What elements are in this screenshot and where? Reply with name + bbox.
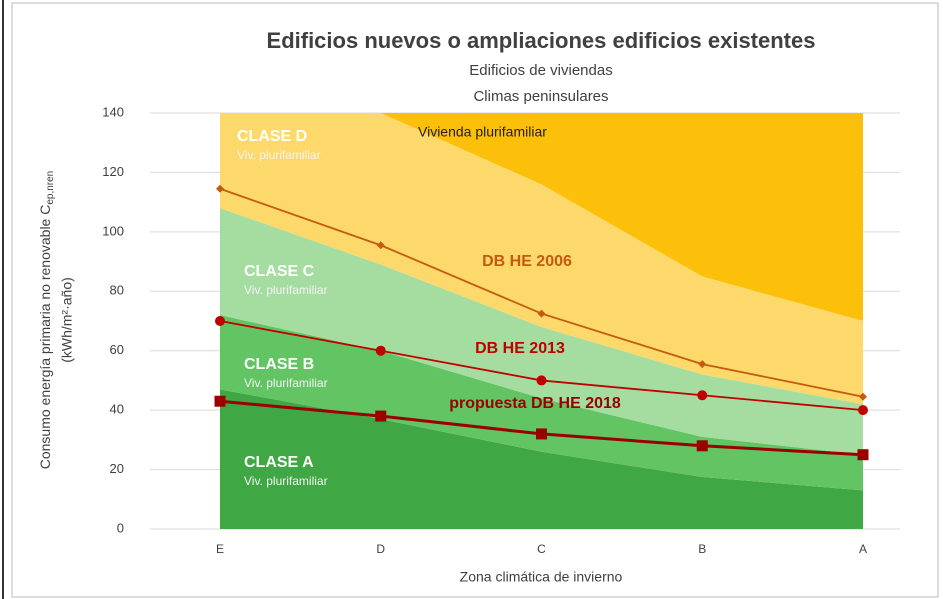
marker xyxy=(375,410,387,422)
series-label: CLASE B xyxy=(244,356,314,373)
series-sublabel: Viv. plurifamiliar xyxy=(237,148,321,162)
x-tick-label: E xyxy=(216,542,224,556)
series-sublabel: Viv. plurifamiliar xyxy=(244,376,328,390)
marker xyxy=(376,241,385,250)
area xyxy=(220,389,863,529)
y-tick-label: 60 xyxy=(110,342,124,357)
x-axis-title: Zona climática de invierno xyxy=(460,569,623,585)
marker xyxy=(697,390,708,401)
y-axis-title: Consumo energía primaria no renovable Ce… xyxy=(37,171,56,470)
y-axis-title-subscript: ep,nren xyxy=(45,171,56,205)
x-tick-label: B xyxy=(698,542,706,556)
marker xyxy=(536,375,547,386)
chart-subtitle: Edificios de viviendas xyxy=(469,62,612,79)
y-tick-label: 140 xyxy=(102,104,124,119)
marker xyxy=(375,345,386,356)
line-label: DB HE 2006 xyxy=(482,253,572,270)
series-label: Vivienda plurifamiliar xyxy=(418,124,547,140)
marker xyxy=(537,309,546,318)
x-tick-label: C xyxy=(537,542,546,556)
y-tick-label: 80 xyxy=(110,283,124,298)
y-axis-unit: (kWh/m²·año) xyxy=(59,277,75,363)
marker xyxy=(857,449,869,461)
chart-frame xyxy=(11,2,939,598)
series-label: CLASE A xyxy=(244,454,314,471)
series-label: CLASE C xyxy=(244,263,315,280)
line-label: propuesta DB HE 2018 xyxy=(449,395,621,412)
marker xyxy=(698,360,707,369)
marker xyxy=(859,392,867,401)
y-tick-label: 40 xyxy=(110,402,124,417)
chart-subtitle: Climas peninsulares xyxy=(473,88,608,105)
marker xyxy=(696,440,708,452)
marker xyxy=(215,316,225,326)
chart-title: Edificios nuevos o ampliaciones edificio… xyxy=(267,28,816,53)
series-sublabel: Viv. plurifamiliar xyxy=(244,283,328,297)
area xyxy=(220,113,863,321)
x-tick-label: D xyxy=(376,542,385,556)
marker xyxy=(858,405,868,416)
y-tick-label: 20 xyxy=(110,461,124,476)
marker xyxy=(216,184,224,193)
y-tick-label: 120 xyxy=(102,164,124,179)
y-tick-label: 100 xyxy=(102,223,124,238)
marker xyxy=(536,428,547,440)
area xyxy=(220,113,863,405)
y-tick-label: 0 xyxy=(117,520,124,535)
series-sublabel: Viv. plurifamiliar xyxy=(244,474,328,488)
marker xyxy=(214,395,226,407)
y-axis-title-text: Consumo energía primaria no renovable C xyxy=(37,205,53,470)
series-label: CLASE D xyxy=(237,128,307,145)
x-tick-label: A xyxy=(859,542,867,556)
line-label: DB HE 2013 xyxy=(475,340,565,357)
